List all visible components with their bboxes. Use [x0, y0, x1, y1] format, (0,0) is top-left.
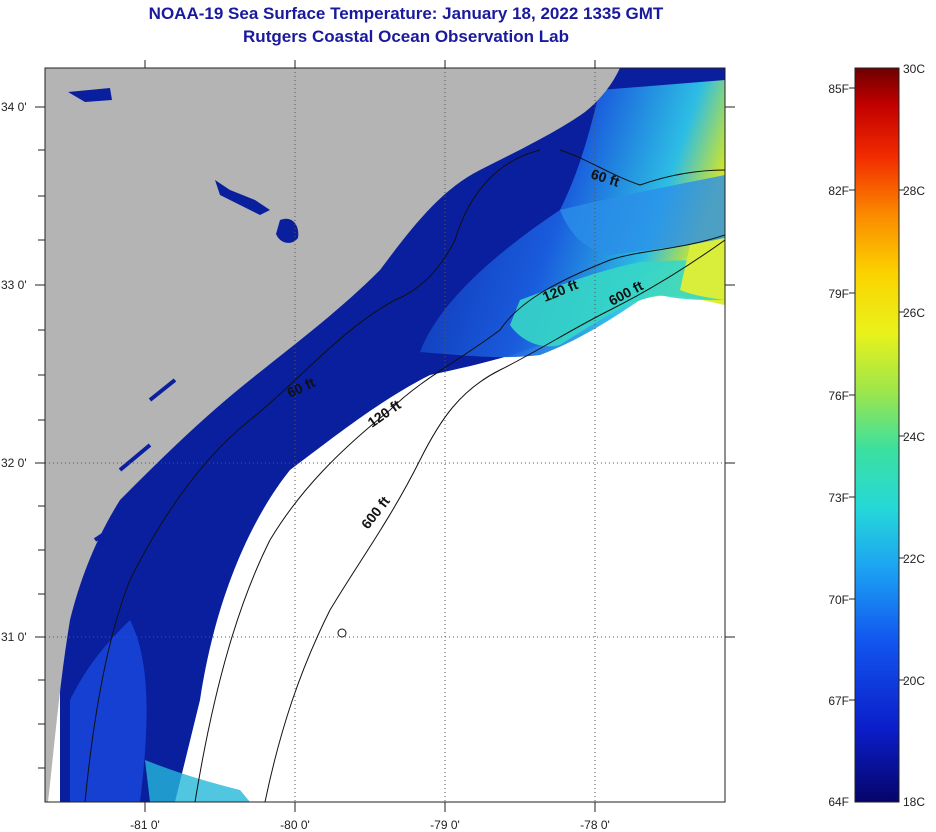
colorbar-f-label: 64F	[828, 795, 849, 809]
colorbar-c-label: 18C	[903, 795, 925, 809]
lon-label: -80 0'	[280, 818, 310, 832]
colorbar-f-label: 85F	[828, 82, 849, 96]
colorbar-c-label: 22C	[903, 552, 925, 566]
colorbar-c-label: 26C	[903, 306, 925, 320]
graticule	[45, 68, 725, 802]
warm-yellow-patch	[680, 238, 725, 300]
colorbar-c-label: 28C	[903, 184, 925, 198]
map-frame	[44, 67, 726, 803]
gulf-stream-edge	[510, 250, 725, 347]
inland-lake	[215, 180, 270, 215]
colorbar-c-label: 30C	[903, 62, 925, 76]
lon-label: -78 0'	[580, 818, 610, 832]
south-cyan-patch	[145, 760, 250, 802]
lat-label: 33 0'	[1, 278, 27, 292]
colorbar-f-label: 79F	[828, 287, 849, 301]
lon-label: -79 0'	[430, 818, 460, 832]
map-subtitle: Rutgers Coastal Ocean Observation Lab	[243, 27, 569, 46]
colorbar-f-label: 70F	[828, 593, 849, 607]
colorbar-c-label: 24C	[903, 430, 925, 444]
lat-label: 34 0'	[1, 100, 27, 114]
colorbar-f-label: 82F	[828, 184, 849, 198]
colorbar-f-label: 67F	[828, 694, 849, 708]
lat-label: 32 0'	[1, 456, 27, 470]
axis-ticks	[35, 60, 735, 812]
colorbar-f-label: 73F	[828, 491, 849, 505]
map-title: NOAA-19 Sea Surface Temperature: January…	[148, 4, 664, 23]
lon-label: -81 0'	[130, 818, 160, 832]
isobaths	[84, 149, 725, 802]
colorbar-ticks	[849, 87, 905, 701]
south-shelf-water	[70, 620, 147, 802]
land-mass	[45, 68, 620, 802]
inland-lake	[68, 88, 112, 102]
inland-lake	[276, 218, 299, 243]
lat-label: 31 0'	[1, 630, 27, 644]
estuary-inlets	[69, 378, 177, 662]
colorbar-c-label: 20C	[903, 674, 925, 688]
temperature-colorbar	[854, 67, 900, 803]
colorbar-f-label: 76F	[828, 389, 849, 403]
offshore-cyan-water	[560, 175, 725, 255]
